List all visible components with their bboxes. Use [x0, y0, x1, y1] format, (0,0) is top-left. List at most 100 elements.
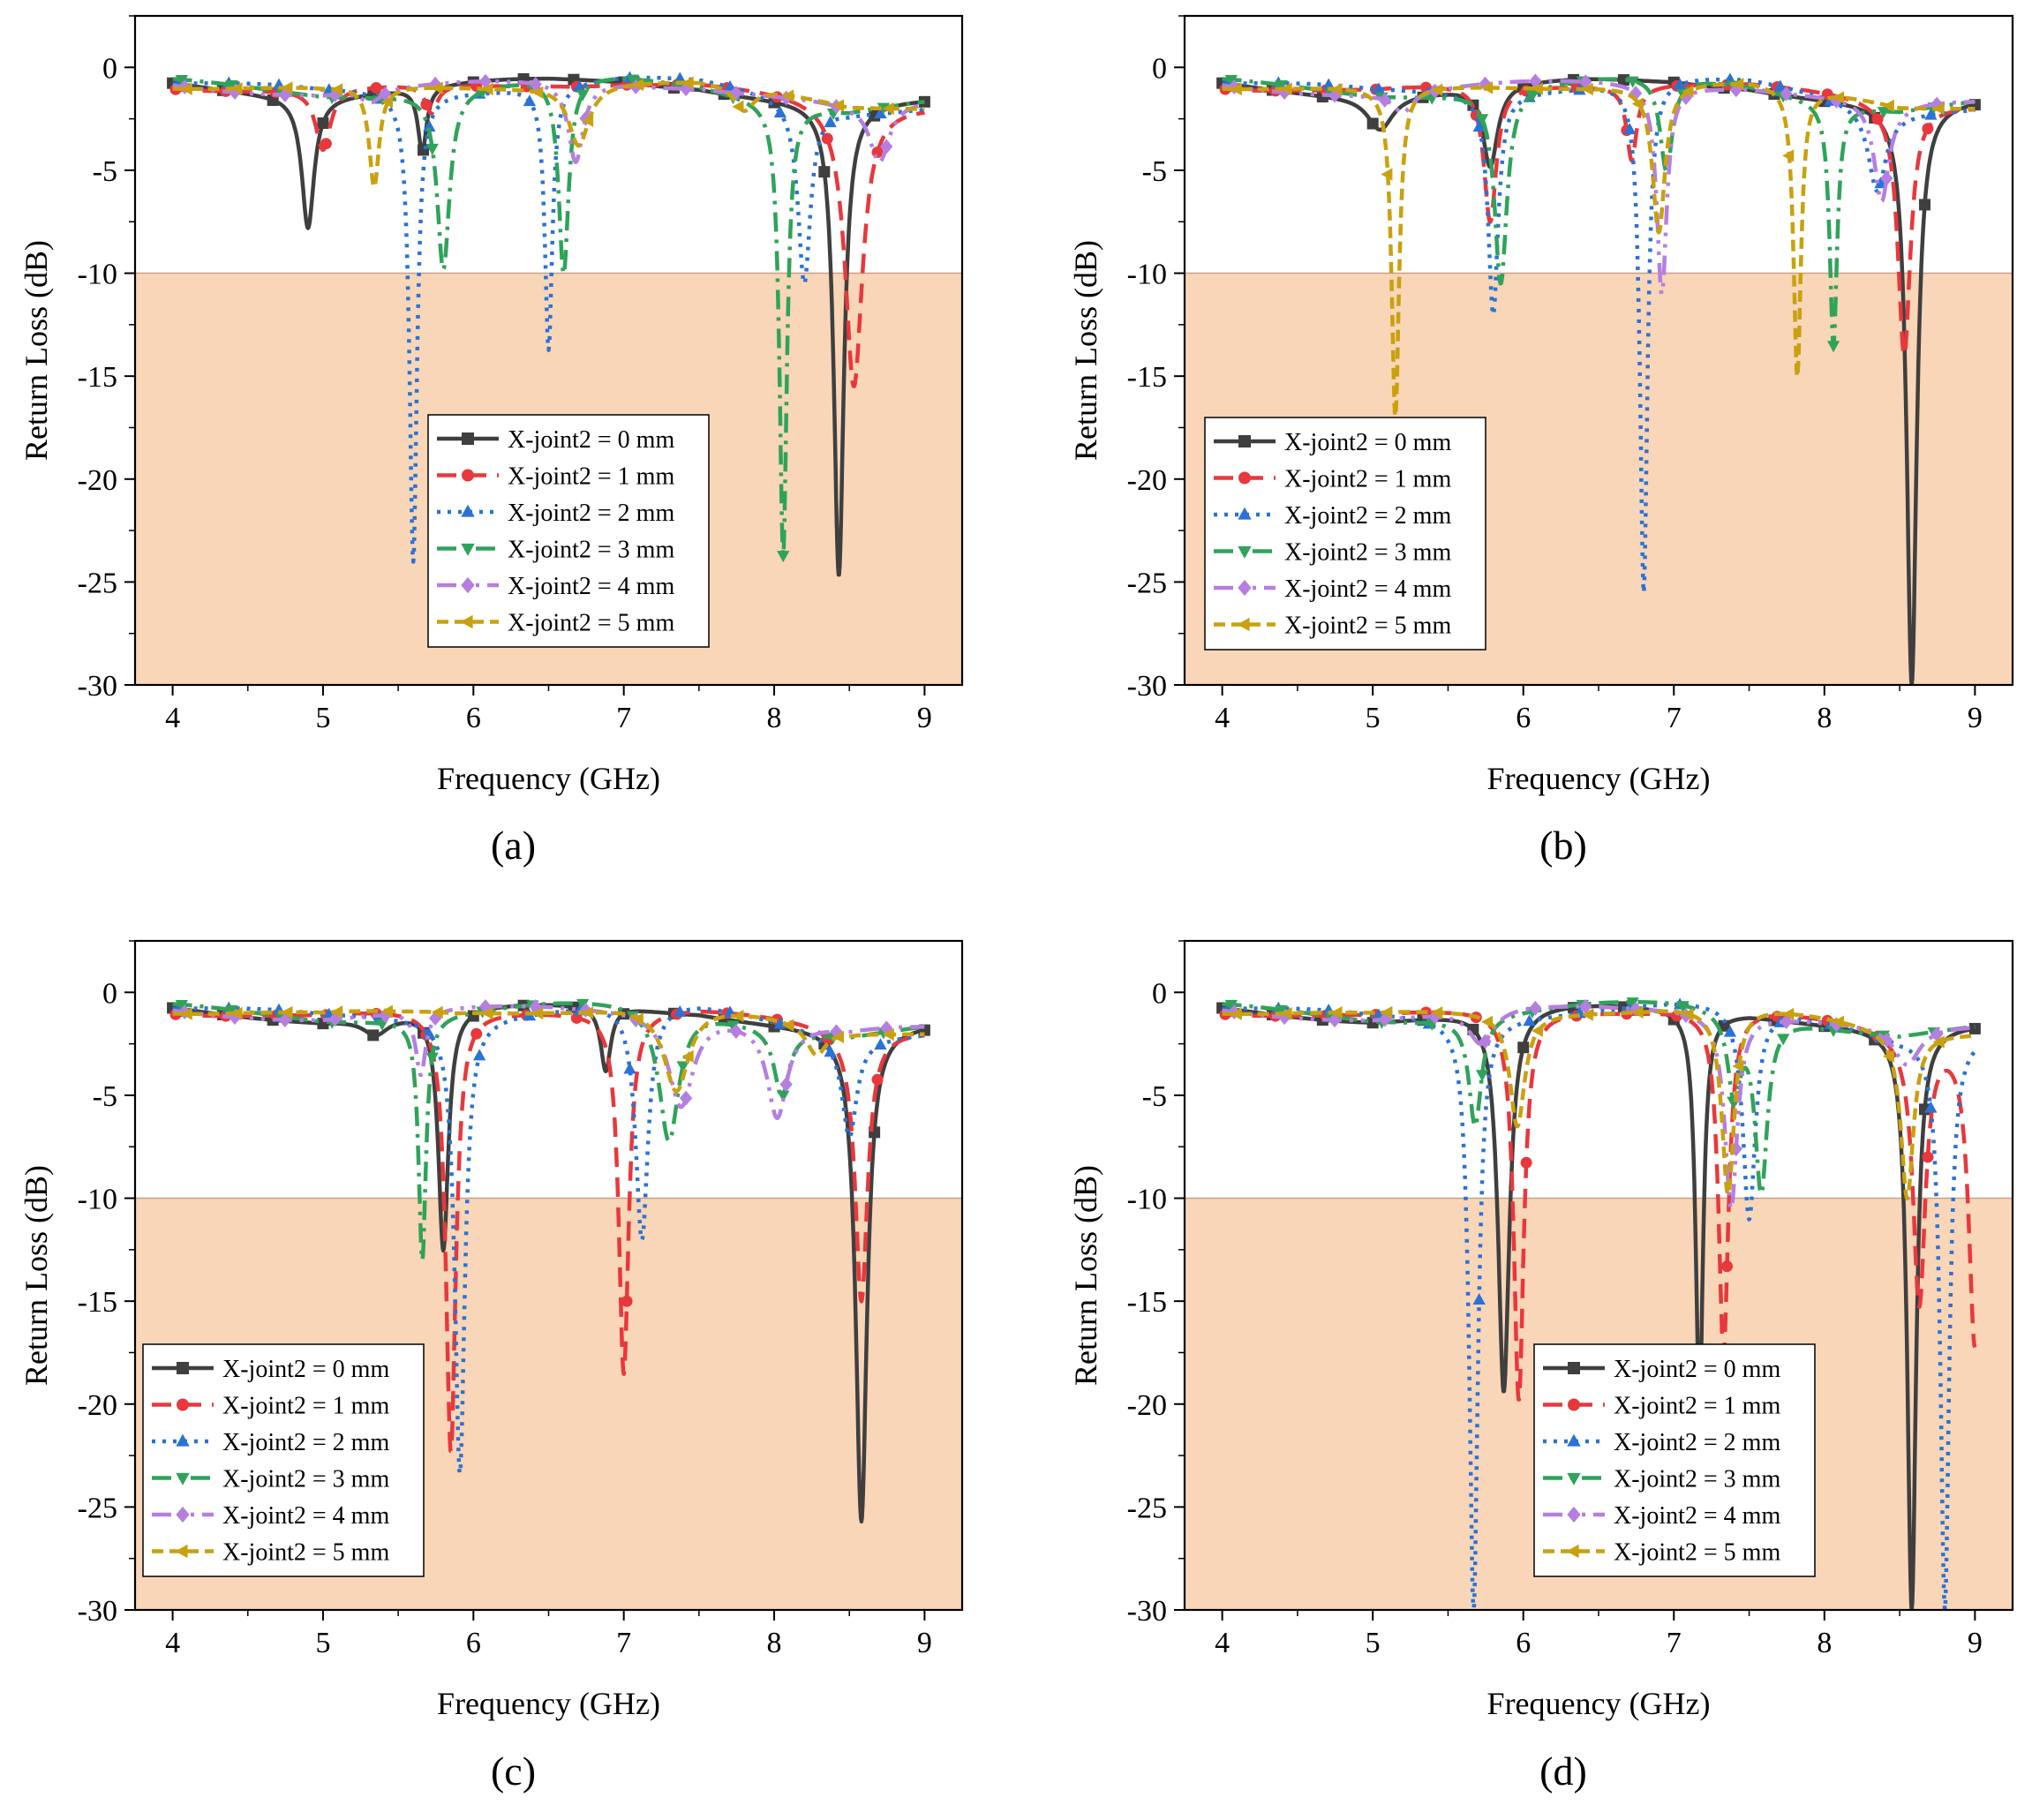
- legend-marker: [1566, 1544, 1579, 1559]
- series-marker-6: [1330, 1006, 1343, 1019]
- y-tick-label: -25: [1127, 567, 1167, 599]
- legend-entry: X-joint2 = 0 mm: [508, 426, 674, 454]
- series-marker-5: [579, 1002, 592, 1018]
- series-marker-4: [726, 1020, 740, 1033]
- x-tick-label: 8: [767, 702, 782, 734]
- legend-marker: [1238, 507, 1252, 520]
- series-marker-6: [1381, 168, 1393, 181]
- series-marker-5: [1780, 86, 1793, 102]
- series-marker-3: [874, 107, 887, 119]
- y-tick-label: -5: [1142, 1080, 1167, 1113]
- series-line-3: [1221, 77, 1976, 595]
- series-marker-5: [1479, 1034, 1492, 1049]
- legend-entry: X-joint2 = 0 mm: [222, 1356, 389, 1383]
- series-group: [1216, 72, 1981, 685]
- series-marker-5: [679, 1090, 693, 1106]
- series-marker-4: [576, 998, 590, 1011]
- y-tick-label: -5: [1142, 155, 1167, 188]
- series-marker-2: [1871, 113, 1884, 125]
- series-marker-6: [1481, 1015, 1494, 1028]
- x-tick-label: 5: [1366, 1627, 1381, 1659]
- series-marker-6: [1531, 1024, 1543, 1037]
- series-marker-4: [175, 75, 188, 87]
- series-group: [167, 71, 930, 577]
- series-marker-2: [370, 82, 382, 94]
- x-tick-label: 7: [616, 1627, 631, 1659]
- series-marker-4: [1525, 90, 1539, 102]
- series-marker-5: [1880, 170, 1893, 186]
- x-tick-label: 5: [315, 702, 330, 734]
- y-tick-label: 0: [102, 977, 117, 1010]
- series-marker-3: [1924, 1101, 1938, 1113]
- legend: X-joint2 = 0 mm X-joint2 = 1 mm X-joint2 =…: [427, 414, 710, 648]
- legend: X-joint2 = 0 mm X-joint2 = 1 mm X-joint2 =…: [142, 1343, 425, 1577]
- legend-entry: X-joint2 = 2 mm: [222, 1429, 389, 1456]
- series-marker-3: [472, 1049, 486, 1061]
- series-marker-5: [478, 73, 493, 89]
- panel-label: (d): [1539, 1749, 1587, 1794]
- series-line-3: [171, 75, 926, 564]
- x-tick-label: 9: [1968, 1627, 1983, 1659]
- panel-2: 4 5 6 7 8 9 0 -5 -10 -15 -20 -25 -30 Frequency (GHz) R…: [1068, 14, 2014, 868]
- series-marker-6: [531, 86, 544, 99]
- series-marker-4: [225, 79, 238, 92]
- series-marker-6: [1833, 1015, 1845, 1028]
- series-marker-3: [773, 106, 787, 118]
- legend-marker: [176, 1472, 190, 1485]
- series-line-6: [1221, 81, 1976, 418]
- series-marker-4: [1475, 114, 1489, 126]
- series-marker-5: [1679, 90, 1693, 105]
- series-marker-6: [230, 82, 243, 95]
- series-marker-2: [1721, 1260, 1734, 1273]
- y-tick-label: 0: [1152, 977, 1167, 1010]
- series-marker-2: [1922, 123, 1934, 135]
- series-marker-6: [1581, 1008, 1593, 1021]
- y-axis-label: Return Loss (dB): [1068, 1165, 1103, 1386]
- x-tick-label: 4: [1215, 1627, 1230, 1659]
- series-marker-3: [1924, 108, 1938, 120]
- series-marker-2: [320, 138, 332, 150]
- series-line-4: [171, 1001, 926, 1263]
- legend-entry: X-joint2 = 5 mm: [508, 610, 674, 637]
- series-marker-5: [379, 1008, 392, 1023]
- series-marker-4: [425, 143, 439, 155]
- series-marker-5: [529, 77, 542, 92]
- y-axis-label: Return Loss (dB): [19, 1165, 54, 1386]
- y-tick-label: -5: [93, 155, 117, 188]
- series-marker-4: [1676, 1001, 1690, 1013]
- series-marker-6: [582, 1006, 594, 1019]
- series-line-4: [1221, 1000, 1976, 1196]
- series-marker-5: [1880, 1033, 1893, 1048]
- panel-label: (c): [491, 1749, 536, 1794]
- y-tick-label: -20: [1127, 1389, 1167, 1422]
- series-marker-6: [1431, 83, 1443, 96]
- series-marker-5: [1529, 73, 1542, 89]
- legend-box: [142, 1343, 425, 1577]
- legend-marker: [1238, 471, 1251, 485]
- series-marker-6: [1782, 1007, 1795, 1021]
- series-marker-6: [380, 1004, 393, 1018]
- series-line-6: [1221, 1009, 1976, 1200]
- legend-box: [1204, 417, 1486, 651]
- series-marker-3: [773, 1017, 787, 1029]
- series-marker-6: [1732, 78, 1744, 91]
- series-marker-6: [1932, 1035, 1945, 1049]
- series-line-5: [171, 1004, 926, 1121]
- series-marker-6: [331, 83, 343, 96]
- series-marker-5: [1529, 1000, 1542, 1016]
- legend-entry: X-joint2 = 1 mm: [1284, 466, 1451, 493]
- series-marker-6: [180, 82, 192, 95]
- series-marker-5: [278, 1012, 291, 1028]
- legend-marker: [1237, 617, 1250, 632]
- series-marker-4: [576, 89, 590, 102]
- legend-marker: [1568, 1398, 1580, 1411]
- series-marker-6: [1230, 82, 1242, 96]
- series-marker-4: [676, 1061, 689, 1073]
- series-marker-5: [1729, 1141, 1742, 1157]
- legend-marker: [175, 1544, 188, 1559]
- x-tick-label: 7: [1667, 702, 1682, 734]
- series-marker-6: [380, 95, 393, 109]
- series-line-4: [171, 76, 926, 558]
- series-marker-5: [1930, 1027, 1944, 1042]
